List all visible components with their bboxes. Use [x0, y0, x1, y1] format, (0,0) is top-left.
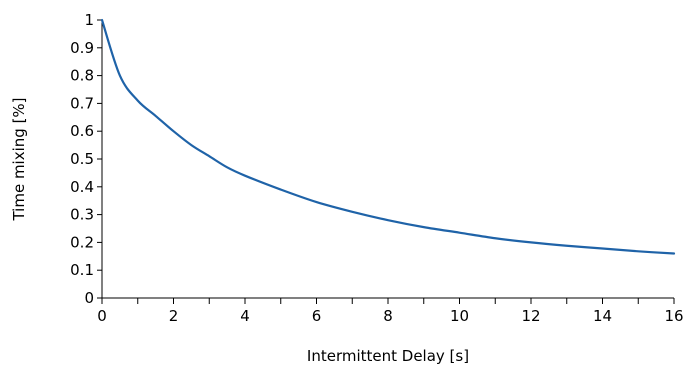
x-tick-label: 16 — [664, 307, 683, 325]
x-axis: 0 2 4 6 8 10 12 14 16 — [97, 297, 684, 325]
y-tick-label: 0.3 — [70, 206, 94, 224]
x-tick-label: 6 — [312, 307, 322, 325]
x-tick-label: 0 — [97, 307, 107, 325]
y-tick-label: 0.6 — [70, 122, 94, 140]
x-tick-label: 4 — [240, 307, 250, 325]
series-layer — [100, 18, 676, 255]
x-axis-title: Intermittent Delay [s] — [307, 347, 469, 365]
y-tick-label: 0.2 — [70, 233, 94, 251]
x-tick-label: 10 — [450, 307, 469, 325]
x-tick-label: 8 — [383, 307, 393, 325]
y-tick-label: 0.8 — [70, 67, 94, 85]
y-tick-label: 0.7 — [70, 94, 94, 112]
y-tick-label: 0.9 — [70, 39, 94, 57]
y-tick-label: 0 — [84, 289, 94, 307]
y-axis: 0 0.1 0.2 0.3 0.4 0.5 0.6 0.7 0.8 0.9 1 — [70, 11, 103, 307]
y-axis-title: Time mixing [%] — [10, 97, 28, 221]
x-tick-label: 12 — [521, 307, 540, 325]
y-tick-label: 0.4 — [70, 178, 94, 196]
series-line-0 — [100, 18, 676, 255]
x-tick-label: 14 — [593, 307, 612, 325]
y-tick-label: 0.5 — [70, 150, 94, 168]
y-tick-label: 0.1 — [70, 261, 94, 279]
y-tick-label: 1 — [84, 11, 94, 29]
x-tick-label: 2 — [169, 307, 179, 325]
